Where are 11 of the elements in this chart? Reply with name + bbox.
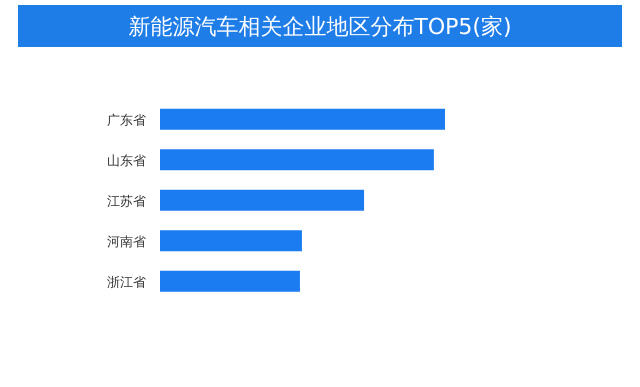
y-tick-label: 河南省 (107, 234, 146, 250)
bar (160, 190, 364, 211)
y-tick-label: 广东省 (107, 113, 146, 128)
bar (160, 270, 300, 292)
y-tick-label: 浙江省 (107, 275, 146, 290)
bar (160, 149, 434, 170)
bar (160, 230, 302, 252)
bar (160, 108, 445, 130)
y-tick-label: 江苏省 (107, 194, 146, 210)
chart-title: 新能源汽车相关企业地区分布TOP5(家) (128, 15, 512, 40)
y-tick-label: 山东省 (107, 154, 146, 169)
